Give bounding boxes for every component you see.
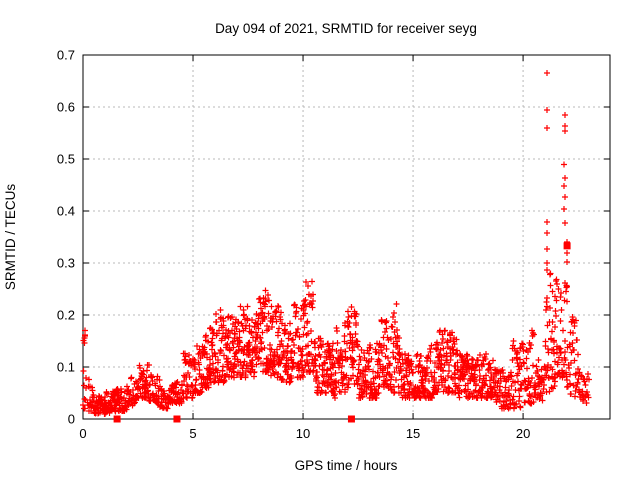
x-tick-label: 10 xyxy=(296,426,310,441)
y-axis-label: SRMTID / TECUs xyxy=(3,184,18,291)
x-tick-label: 5 xyxy=(189,426,196,441)
gridlines xyxy=(83,55,610,419)
x-tick-label: 20 xyxy=(516,426,530,441)
x-tick-label: 15 xyxy=(406,426,420,441)
plot-border xyxy=(82,54,611,420)
tick-labels: 0 5 10 15 20 0 0.1 0.2 0.3 0.4 0.5 0.6 0.7 xyxy=(57,48,530,442)
square-marker xyxy=(173,415,181,423)
square-marker xyxy=(113,415,121,423)
y-tick-label: 0.4 xyxy=(57,204,75,219)
y-tick-label: 0.7 xyxy=(57,48,75,63)
y-tick-label: 0.5 xyxy=(57,152,75,167)
y-tick-label: 0.2 xyxy=(57,308,75,323)
y-tick-label: 0.6 xyxy=(57,100,75,115)
scatter-points xyxy=(80,70,592,417)
x-axis-label: GPS time / hours xyxy=(295,458,398,473)
square-marker xyxy=(347,415,355,423)
x-tick-label: 0 xyxy=(79,426,86,441)
axis-ticks xyxy=(82,54,610,420)
y-tick-label: 0.1 xyxy=(57,360,75,375)
square-marker xyxy=(563,242,571,250)
y-tick-label: 0 xyxy=(68,412,75,427)
y-tick-label: 0.3 xyxy=(57,256,75,271)
square-markers xyxy=(113,242,571,423)
chart-title: Day 094 of 2021, SRMTID for receiver sey… xyxy=(215,21,477,36)
